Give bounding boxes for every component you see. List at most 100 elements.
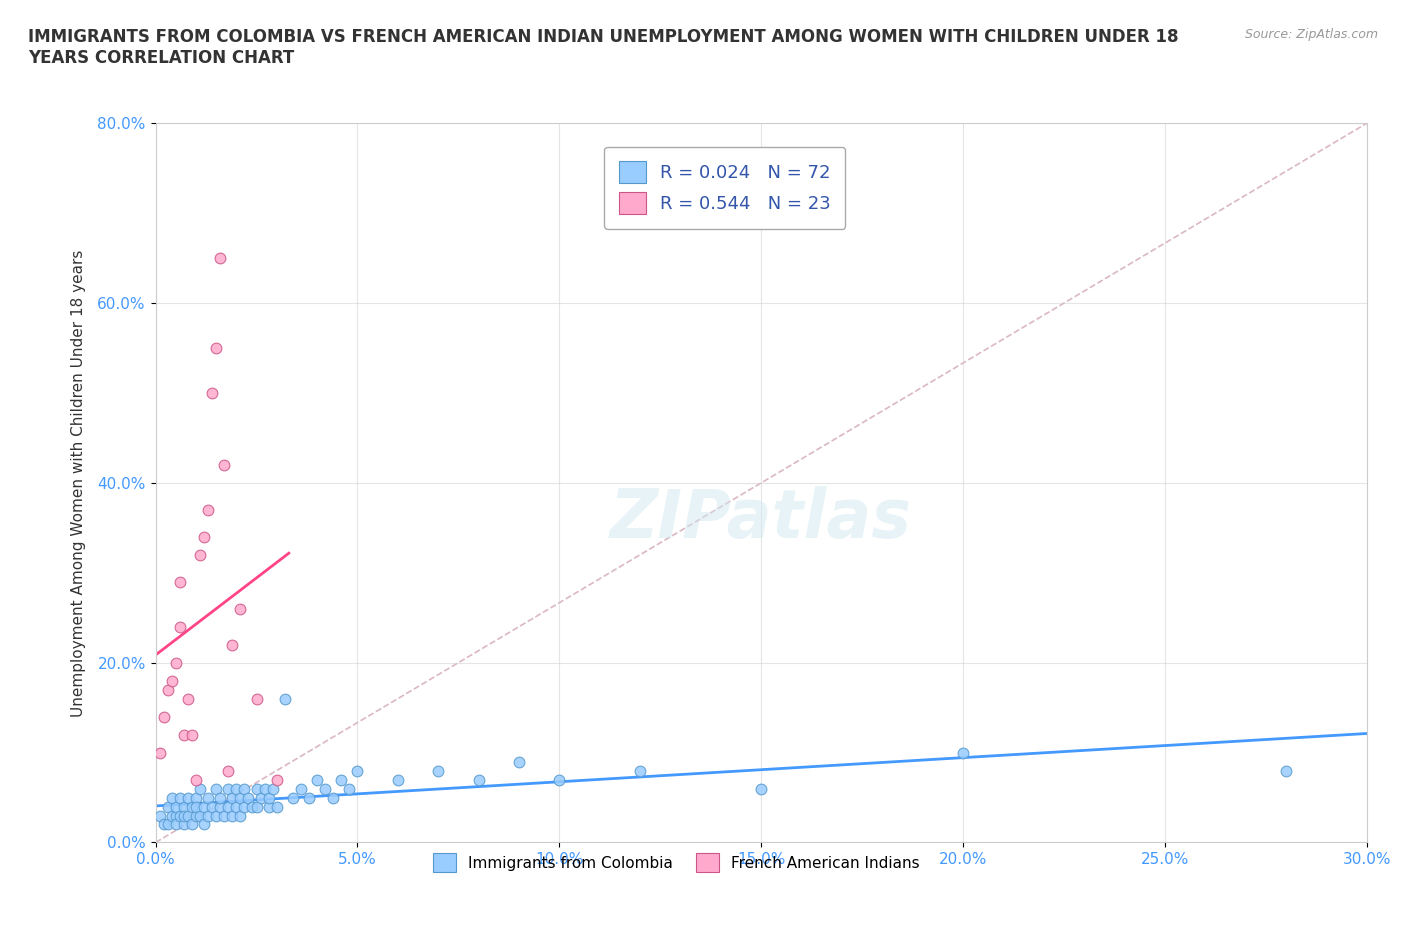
Point bbox=[387, 772, 409, 787]
Point bbox=[177, 808, 200, 823]
Text: IMMIGRANTS FROM COLOMBIA VS FRENCH AMERICAN INDIAN UNEMPLOYMENT AMONG WOMEN WITH: IMMIGRANTS FROM COLOMBIA VS FRENCH AMERI… bbox=[28, 28, 1178, 67]
Point bbox=[177, 790, 200, 805]
Point bbox=[266, 799, 288, 814]
Point bbox=[290, 781, 312, 796]
Point bbox=[229, 602, 252, 617]
Point bbox=[160, 790, 183, 805]
Point bbox=[197, 790, 219, 805]
Point bbox=[245, 781, 267, 796]
Point bbox=[177, 691, 200, 706]
Y-axis label: Unemployment Among Women with Children Under 18 years: Unemployment Among Women with Children U… bbox=[72, 249, 86, 717]
Text: ZIPatlas: ZIPatlas bbox=[610, 485, 912, 551]
Point bbox=[169, 790, 191, 805]
Point bbox=[427, 764, 450, 778]
Point bbox=[205, 808, 228, 823]
Point bbox=[242, 799, 264, 814]
Point bbox=[233, 781, 256, 796]
Point bbox=[217, 764, 239, 778]
Point bbox=[229, 790, 252, 805]
Point bbox=[188, 808, 211, 823]
Point bbox=[180, 727, 202, 742]
Point bbox=[173, 817, 195, 832]
Point bbox=[160, 808, 183, 823]
Point bbox=[184, 772, 207, 787]
Point bbox=[209, 790, 232, 805]
Point bbox=[314, 781, 336, 796]
Point bbox=[274, 691, 297, 706]
Point bbox=[257, 799, 280, 814]
Point bbox=[548, 772, 571, 787]
Point bbox=[201, 799, 224, 814]
Point bbox=[238, 790, 260, 805]
Point bbox=[197, 502, 219, 517]
Point bbox=[508, 754, 530, 769]
Point bbox=[149, 808, 172, 823]
Point bbox=[184, 808, 207, 823]
Point bbox=[298, 790, 321, 805]
Point bbox=[209, 799, 232, 814]
Point bbox=[467, 772, 489, 787]
Point bbox=[180, 799, 202, 814]
Point bbox=[188, 781, 211, 796]
Point bbox=[249, 790, 271, 805]
Point bbox=[281, 790, 304, 805]
Point bbox=[180, 817, 202, 832]
Point bbox=[205, 781, 228, 796]
Point bbox=[184, 790, 207, 805]
Point bbox=[152, 710, 174, 724]
Point bbox=[212, 808, 235, 823]
Point bbox=[149, 745, 172, 760]
Point bbox=[197, 808, 219, 823]
Point bbox=[156, 817, 179, 832]
Point bbox=[169, 808, 191, 823]
Point bbox=[188, 548, 211, 563]
Point bbox=[221, 808, 243, 823]
Point bbox=[346, 764, 368, 778]
Point bbox=[225, 799, 247, 814]
Point bbox=[952, 745, 974, 760]
Point bbox=[165, 656, 187, 671]
Point bbox=[160, 673, 183, 688]
Legend: Immigrants from Colombia, French American Indians: Immigrants from Colombia, French America… bbox=[427, 847, 925, 878]
Point bbox=[628, 764, 651, 778]
Point bbox=[225, 781, 247, 796]
Point bbox=[266, 772, 288, 787]
Point bbox=[156, 799, 179, 814]
Point bbox=[201, 386, 224, 401]
Point bbox=[205, 340, 228, 355]
Point bbox=[1275, 764, 1298, 778]
Point bbox=[245, 799, 267, 814]
Point bbox=[173, 799, 195, 814]
Point bbox=[233, 799, 256, 814]
Point bbox=[212, 458, 235, 472]
Point bbox=[257, 790, 280, 805]
Point bbox=[193, 817, 215, 832]
Point bbox=[152, 817, 174, 832]
Point bbox=[749, 781, 772, 796]
Point bbox=[217, 781, 239, 796]
Point bbox=[165, 808, 187, 823]
Point bbox=[337, 781, 360, 796]
Point bbox=[330, 772, 353, 787]
Text: Source: ZipAtlas.com: Source: ZipAtlas.com bbox=[1244, 28, 1378, 41]
Point bbox=[209, 251, 232, 266]
Point bbox=[184, 799, 207, 814]
Point bbox=[322, 790, 344, 805]
Point bbox=[262, 781, 284, 796]
Point bbox=[173, 727, 195, 742]
Point bbox=[253, 781, 276, 796]
Point bbox=[221, 790, 243, 805]
Point bbox=[156, 683, 179, 698]
Point bbox=[173, 808, 195, 823]
Point bbox=[221, 637, 243, 652]
Point bbox=[307, 772, 329, 787]
Point bbox=[217, 799, 239, 814]
Point bbox=[169, 575, 191, 590]
Point bbox=[245, 691, 267, 706]
Point bbox=[193, 799, 215, 814]
Point bbox=[229, 808, 252, 823]
Point bbox=[193, 529, 215, 544]
Point bbox=[169, 619, 191, 634]
Point bbox=[165, 817, 187, 832]
Point bbox=[165, 799, 187, 814]
